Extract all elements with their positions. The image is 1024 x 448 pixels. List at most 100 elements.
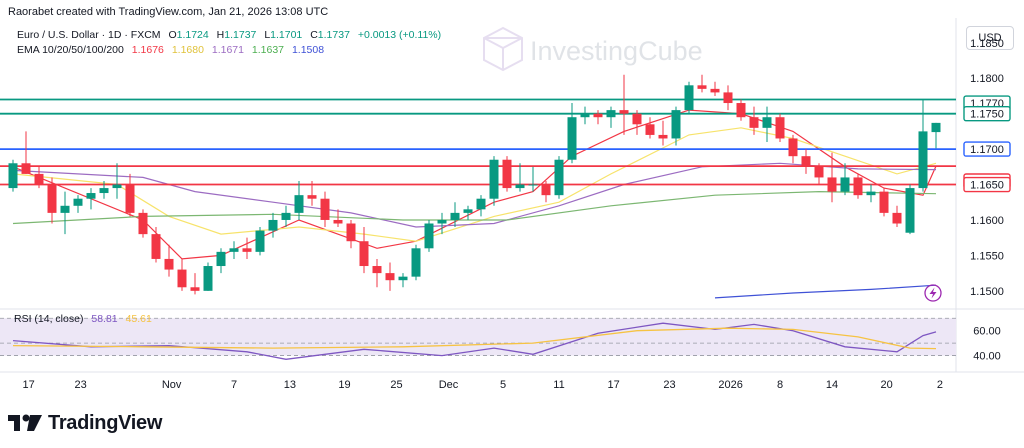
flash-icon[interactable]: [924, 284, 942, 302]
close-label: C: [310, 29, 318, 41]
candle[interactable]: [34, 166, 44, 189]
candle[interactable]: [242, 237, 252, 259]
candle[interactable]: [372, 258, 382, 288]
candle[interactable]: [164, 244, 174, 277]
candle-body: [450, 212, 460, 220]
candle[interactable]: [515, 163, 525, 192]
candle-body: [736, 103, 746, 118]
candle[interactable]: [125, 173, 135, 217]
currency-button[interactable]: USD: [966, 26, 1014, 50]
candle[interactable]: [840, 163, 850, 196]
candle[interactable]: [21, 131, 31, 174]
rsi-label[interactable]: RSI (14, close): [14, 313, 84, 325]
candle[interactable]: [632, 110, 642, 135]
candle[interactable]: [541, 180, 551, 203]
candle[interactable]: [73, 195, 83, 213]
candle[interactable]: [814, 163, 824, 185]
candle[interactable]: [645, 117, 655, 139]
candle[interactable]: [619, 74, 629, 135]
candle[interactable]: [8, 159, 18, 192]
symbol-name[interactable]: Euro / U.S. Dollar · 1D · FXCM: [17, 29, 161, 41]
candle[interactable]: [398, 273, 408, 288]
candle[interactable]: [476, 195, 486, 217]
candle-body: [905, 188, 915, 233]
candle[interactable]: [606, 106, 616, 128]
candle[interactable]: [86, 188, 96, 210]
candle[interactable]: [489, 156, 499, 206]
candle[interactable]: [580, 106, 590, 125]
candle[interactable]: [905, 184, 915, 235]
candle[interactable]: [684, 81, 694, 114]
candle[interactable]: [502, 156, 512, 192]
candle[interactable]: [554, 156, 564, 199]
candle[interactable]: [411, 244, 421, 281]
candle[interactable]: [385, 262, 395, 291]
candle[interactable]: [775, 113, 785, 143]
candle-body: [671, 110, 681, 139]
time-tick-label: 25: [390, 379, 402, 391]
candle[interactable]: [359, 227, 369, 274]
candle[interactable]: [931, 122, 941, 149]
ema-line-1: [12, 109, 937, 260]
candle[interactable]: [827, 152, 837, 203]
candle[interactable]: [177, 258, 187, 291]
ema-line-3: [12, 162, 937, 228]
price-chart[interactable]: InvestingCube 1.18501.18001.17701.17501.…: [0, 0, 1024, 400]
time-tick-label: Dec: [439, 379, 459, 391]
candle[interactable]: [268, 212, 278, 238]
time-tick-label: 23: [663, 379, 675, 391]
candle[interactable]: [190, 273, 200, 295]
candle[interactable]: [658, 120, 668, 146]
candle[interactable]: [99, 180, 109, 199]
candle[interactable]: [281, 205, 291, 228]
candle[interactable]: [320, 191, 330, 228]
candle[interactable]: [463, 205, 473, 220]
candle-body: [489, 159, 499, 199]
candle[interactable]: [762, 106, 772, 143]
candle[interactable]: [866, 184, 876, 203]
candle[interactable]: [892, 205, 902, 228]
candle[interactable]: [229, 241, 239, 259]
rsi-tick-label: 60.00: [973, 326, 1001, 338]
candle[interactable]: [333, 209, 343, 228]
candle[interactable]: [203, 262, 213, 291]
candle-body: [86, 193, 96, 199]
candle-body: [229, 248, 239, 252]
candle[interactable]: [346, 219, 356, 249]
candle[interactable]: [671, 106, 681, 146]
candle[interactable]: [60, 191, 70, 235]
candle[interactable]: [151, 227, 161, 263]
candle-body: [47, 184, 57, 213]
candle[interactable]: [528, 166, 538, 192]
candle[interactable]: [567, 103, 577, 164]
ema-label[interactable]: EMA 10/20/50/100/200: [17, 44, 124, 56]
time-tick-label: Nov: [162, 379, 182, 391]
candle[interactable]: [294, 180, 304, 220]
candle-body: [879, 191, 889, 213]
time-tick-label: 17: [607, 379, 619, 391]
candle[interactable]: [216, 248, 226, 274]
ema-line-2: [12, 127, 937, 242]
candle[interactable]: [593, 110, 603, 125]
candle[interactable]: [736, 99, 746, 121]
candle[interactable]: [879, 188, 889, 217]
candle[interactable]: [424, 219, 434, 252]
candle[interactable]: [710, 81, 720, 96]
candle[interactable]: [788, 134, 798, 164]
candle[interactable]: [801, 149, 811, 174]
candle[interactable]: [918, 99, 928, 192]
candle[interactable]: [112, 163, 122, 199]
candle[interactable]: [437, 212, 447, 235]
candle[interactable]: [255, 227, 265, 256]
candle-body: [8, 163, 18, 189]
candle[interactable]: [723, 85, 733, 111]
candle[interactable]: [853, 173, 863, 199]
candle[interactable]: [138, 209, 148, 238]
tradingview-logo[interactable]: TradingView: [8, 408, 162, 438]
candle[interactable]: [697, 74, 707, 93]
candle[interactable]: [307, 180, 317, 206]
candle[interactable]: [749, 106, 759, 135]
candle[interactable]: [450, 202, 460, 228]
candle[interactable]: [47, 177, 57, 224]
high-value: 1.1737: [224, 29, 257, 41]
